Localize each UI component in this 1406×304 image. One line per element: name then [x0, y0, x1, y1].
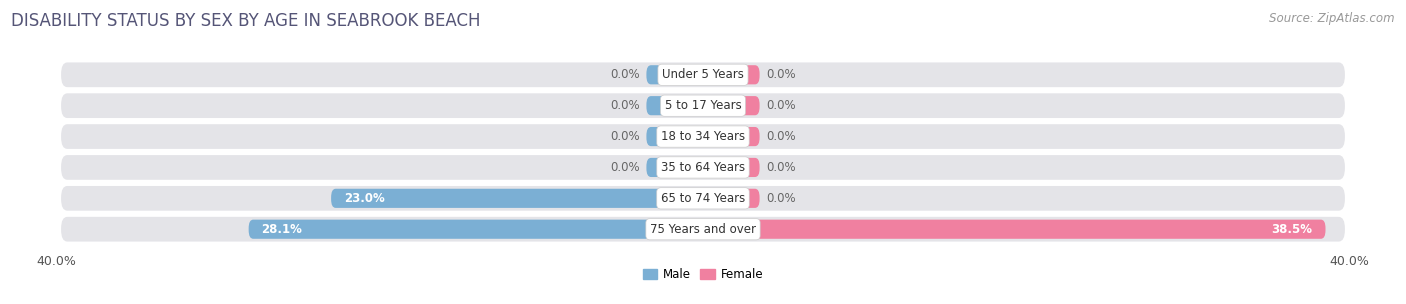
- Text: 0.0%: 0.0%: [766, 192, 796, 205]
- FancyBboxPatch shape: [60, 186, 1346, 211]
- FancyBboxPatch shape: [332, 189, 703, 208]
- Text: Under 5 Years: Under 5 Years: [662, 68, 744, 81]
- Legend: Male, Female: Male, Female: [638, 264, 768, 286]
- Text: 0.0%: 0.0%: [766, 99, 796, 112]
- Text: 0.0%: 0.0%: [766, 68, 796, 81]
- Text: 0.0%: 0.0%: [610, 130, 640, 143]
- Text: 38.5%: 38.5%: [1271, 223, 1313, 236]
- Text: 75 Years and over: 75 Years and over: [650, 223, 756, 236]
- FancyBboxPatch shape: [703, 189, 759, 208]
- FancyBboxPatch shape: [60, 155, 1346, 180]
- FancyBboxPatch shape: [703, 96, 759, 115]
- Text: DISABILITY STATUS BY SEX BY AGE IN SEABROOK BEACH: DISABILITY STATUS BY SEX BY AGE IN SEABR…: [11, 12, 481, 30]
- Text: Source: ZipAtlas.com: Source: ZipAtlas.com: [1270, 12, 1395, 25]
- FancyBboxPatch shape: [703, 65, 759, 85]
- FancyBboxPatch shape: [249, 219, 703, 239]
- Text: 0.0%: 0.0%: [766, 130, 796, 143]
- Text: 65 to 74 Years: 65 to 74 Years: [661, 192, 745, 205]
- Text: 35 to 64 Years: 35 to 64 Years: [661, 161, 745, 174]
- FancyBboxPatch shape: [647, 127, 703, 146]
- Text: 0.0%: 0.0%: [766, 161, 796, 174]
- FancyBboxPatch shape: [60, 217, 1346, 242]
- FancyBboxPatch shape: [647, 158, 703, 177]
- Text: 0.0%: 0.0%: [610, 161, 640, 174]
- FancyBboxPatch shape: [703, 127, 759, 146]
- Text: 0.0%: 0.0%: [610, 99, 640, 112]
- FancyBboxPatch shape: [647, 96, 703, 115]
- FancyBboxPatch shape: [60, 93, 1346, 118]
- FancyBboxPatch shape: [647, 65, 703, 85]
- Text: 0.0%: 0.0%: [610, 68, 640, 81]
- FancyBboxPatch shape: [703, 158, 759, 177]
- Text: 5 to 17 Years: 5 to 17 Years: [665, 99, 741, 112]
- FancyBboxPatch shape: [60, 124, 1346, 149]
- Text: 23.0%: 23.0%: [344, 192, 385, 205]
- FancyBboxPatch shape: [703, 219, 1326, 239]
- Text: 28.1%: 28.1%: [262, 223, 302, 236]
- FancyBboxPatch shape: [60, 62, 1346, 87]
- Text: 18 to 34 Years: 18 to 34 Years: [661, 130, 745, 143]
